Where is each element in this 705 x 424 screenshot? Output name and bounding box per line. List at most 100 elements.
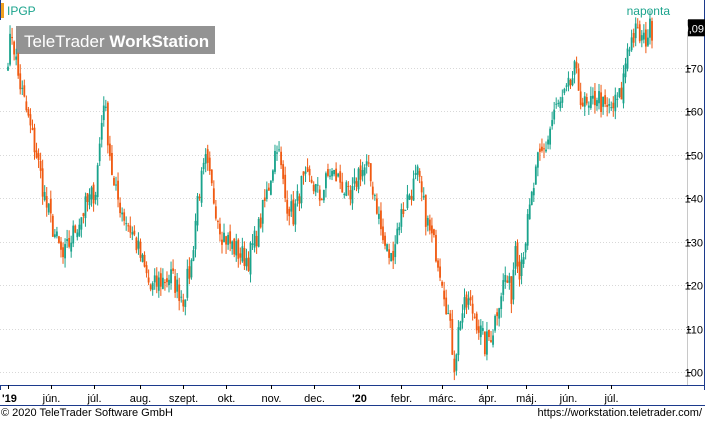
plot-area (0, 20, 687, 385)
y-tick-label: 170 (685, 64, 703, 76)
candle-body (367, 162, 370, 164)
candle-body (318, 189, 321, 201)
candle-body (649, 18, 651, 38)
candle-body (98, 143, 101, 162)
candle-body (320, 199, 323, 201)
candle-body (614, 94, 617, 112)
candle-body (249, 243, 252, 275)
candle-body (143, 254, 146, 267)
candle-body (502, 280, 505, 295)
candle-body (292, 199, 295, 225)
candle-body (343, 193, 346, 196)
candle-body (216, 221, 219, 223)
candle-body (445, 297, 448, 315)
source-url[interactable]: https://workstation.teletrader.com/ (537, 407, 702, 419)
x-tick-label: jún. (559, 393, 578, 405)
watermark-box (16, 26, 215, 54)
watermark-text: TeleTrader WorkStation (24, 32, 209, 51)
candle-body (229, 231, 232, 244)
candle-body (253, 230, 256, 248)
candle-body (261, 199, 264, 224)
candle-body (420, 181, 423, 193)
candle-body (508, 276, 511, 283)
candle-body (557, 102, 560, 104)
candle-body (310, 179, 313, 183)
candle-body (634, 23, 637, 39)
candle-body (7, 66, 9, 71)
candle-body (166, 278, 168, 283)
candle-body (159, 273, 162, 287)
candle-body (153, 275, 156, 283)
candle-body (518, 261, 521, 280)
candle-body (200, 170, 203, 203)
candle-body (441, 281, 444, 286)
candle-body (606, 104, 609, 107)
candle-body (133, 230, 136, 235)
last-price-box (688, 19, 705, 37)
candle-body (449, 313, 452, 321)
last-price-value: 179,09 (670, 23, 704, 35)
candle-body (483, 331, 486, 355)
candle-body (486, 331, 488, 355)
candle-body (90, 187, 93, 200)
candle-body (316, 184, 319, 186)
symbol-marker (1, 3, 4, 18)
candle-body (559, 101, 562, 109)
candle-body (333, 169, 335, 175)
candle-body (39, 160, 42, 171)
candle-body (510, 276, 513, 304)
candle-body (571, 78, 574, 86)
x-tick-label: ápr. (478, 393, 496, 405)
candle-body (583, 96, 586, 107)
x-tick-label: júl. (86, 393, 101, 405)
candle-body (80, 217, 83, 230)
candle-body (536, 152, 539, 168)
candle-body (312, 184, 315, 192)
candle-body (612, 102, 615, 109)
candle-body (88, 194, 91, 206)
candle-body (345, 182, 348, 196)
candle-body (426, 217, 429, 226)
candle-body (453, 358, 456, 373)
candle-body (591, 95, 594, 99)
candle-body (386, 244, 388, 251)
candle-body (577, 68, 580, 91)
candle-body (27, 109, 30, 116)
period-label: naponta (627, 4, 671, 18)
candle-body (198, 196, 201, 199)
candle-body (545, 149, 547, 152)
candle-body (164, 282, 166, 284)
candle-body (225, 236, 227, 245)
candle-body (9, 33, 11, 65)
candle-body (594, 90, 596, 106)
x-tick-label: dec. (304, 393, 325, 405)
candle-body (355, 181, 358, 187)
candle-body (194, 220, 197, 250)
candle-body (170, 269, 172, 284)
candle-body (642, 32, 645, 40)
candle-body (636, 27, 639, 29)
candle-body (369, 163, 372, 182)
candle-body (396, 228, 399, 244)
candle-body (72, 225, 75, 244)
candle-body (575, 62, 578, 69)
candle-body (390, 252, 393, 262)
candle-body (127, 225, 130, 227)
candle-body (176, 279, 179, 292)
candle-body (202, 162, 205, 170)
candle-body (82, 213, 85, 217)
candle-body (265, 189, 268, 199)
candle-body (363, 167, 366, 176)
candle-body (267, 187, 270, 191)
candle-body (243, 248, 246, 266)
candle-body (157, 277, 160, 291)
candle-body (467, 298, 470, 305)
candle-body (113, 177, 115, 186)
candle-body (479, 325, 482, 338)
candle-body (178, 284, 181, 301)
candle-body (620, 87, 623, 100)
candle-body (532, 188, 535, 196)
candle-body (439, 266, 441, 278)
candle-body (41, 168, 44, 197)
candle-body (457, 327, 460, 356)
